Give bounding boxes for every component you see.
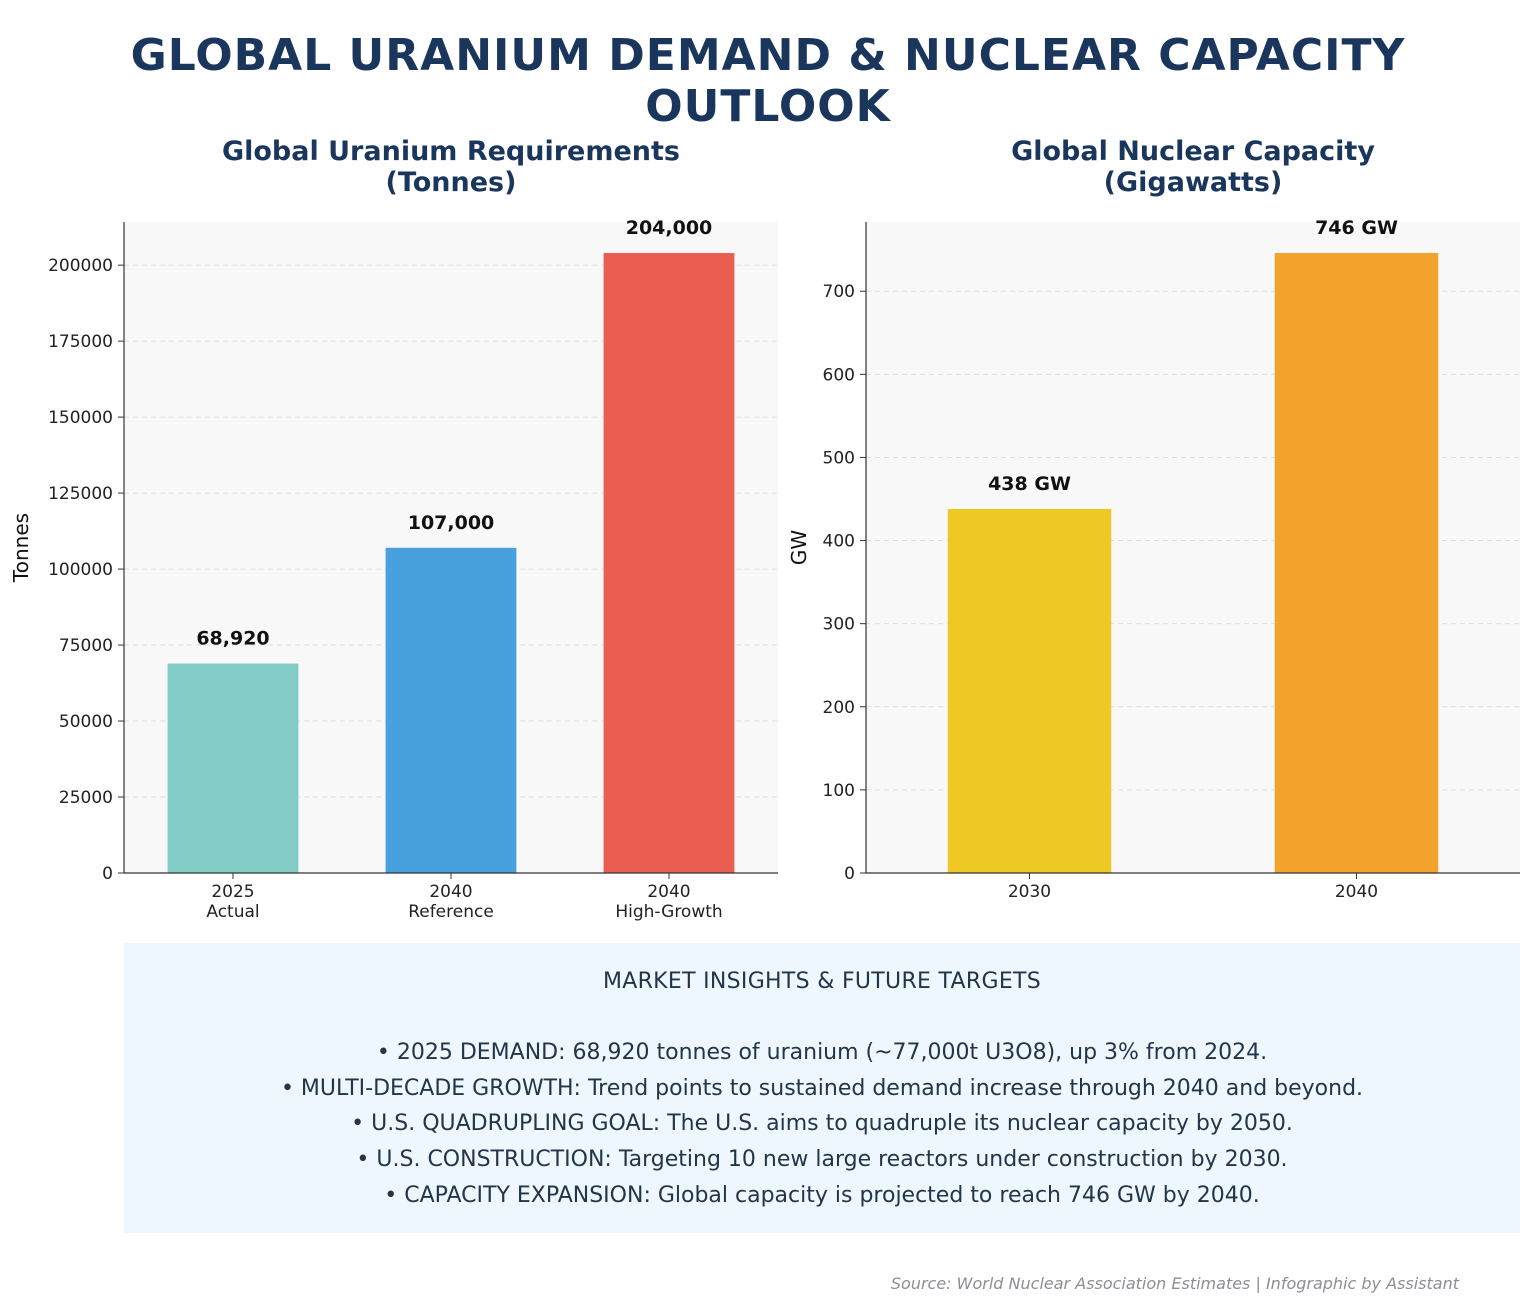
capacity-y-tick-label: 400 bbox=[823, 532, 855, 552]
capacity-y-tick-label: 500 bbox=[823, 448, 855, 468]
uranium-bar bbox=[603, 253, 735, 873]
uranium-x-tick-label: 2025 bbox=[211, 882, 254, 902]
insight-item: • U.S. QUADRUPLING GOAL: The U.S. aims t… bbox=[351, 1111, 1293, 1137]
insight-item: • CAPACITY EXPANSION: Global capacity is… bbox=[384, 1182, 1260, 1208]
capacity-bar bbox=[1274, 253, 1439, 873]
uranium-x-tick-label: 2040 bbox=[429, 882, 472, 902]
uranium-y-tick-label: 200000 bbox=[48, 256, 113, 276]
capacity-data-label: 438 GW bbox=[988, 473, 1071, 495]
uranium-y-tick-label: 0 bbox=[102, 864, 113, 884]
capacity-y-tick-label: 100 bbox=[823, 781, 855, 801]
source-note: Source: World Nuclear Association Estima… bbox=[890, 1274, 1459, 1293]
capacity-y-tick-label: 0 bbox=[844, 864, 855, 884]
capacity-x-tick-label: 2030 bbox=[1008, 882, 1051, 902]
uranium-y-axis-label: Tonnes bbox=[9, 513, 33, 583]
insight-item: • MULTI-DECADE GROWTH: Trend points to s… bbox=[280, 1075, 1364, 1101]
capacity-bar bbox=[947, 508, 1112, 873]
uranium-x-tick-label: High-Growth bbox=[615, 902, 722, 922]
insights-panel: MARKET INSIGHTS & FUTURE TARGETS • 2025 … bbox=[124, 943, 1520, 1233]
insight-item: • 2025 DEMAND: 68,920 tonnes of uranium … bbox=[376, 1040, 1268, 1065]
capacity-y-tick-label: 600 bbox=[823, 365, 855, 385]
capacity-y-tick-label: 300 bbox=[823, 615, 855, 635]
capacity-y-tick-label: 200 bbox=[823, 698, 855, 718]
uranium-y-tick-label: 125000 bbox=[48, 484, 113, 504]
uranium-y-tick-label: 100000 bbox=[48, 560, 113, 580]
uranium-y-tick-label: 25000 bbox=[59, 788, 113, 808]
capacity-y-tick-label: 700 bbox=[823, 282, 855, 302]
uranium-bar bbox=[167, 663, 299, 873]
uranium-x-tick-label: Actual bbox=[206, 902, 259, 922]
uranium-y-tick-label: 50000 bbox=[59, 712, 113, 732]
uranium-bar bbox=[385, 547, 517, 873]
uranium-data-label: 68,920 bbox=[196, 628, 269, 650]
uranium-chart-title: Global Uranium Requirements (Tonnes) bbox=[221, 136, 681, 198]
capacity-y-axis-label: GW bbox=[787, 530, 811, 565]
insights-heading: MARKET INSIGHTS & FUTURE TARGETS bbox=[602, 969, 1042, 994]
insight-item: • U.S. CONSTRUCTION: Targeting 10 new la… bbox=[356, 1147, 1288, 1173]
insights-list: • 2025 DEMAND: 68,920 tonnes of uranium … bbox=[124, 1035, 1520, 1214]
uranium-y-tick-label: 150000 bbox=[48, 408, 113, 428]
charts-canvas: 0 25000 50000 75000 100000 125000 150000 175000… bbox=[9, 217, 1520, 922]
page-title: GLOBAL URANIUM DEMAND & NUCLEAR CAPACITY… bbox=[130, 30, 1406, 132]
uranium-data-label: 204,000 bbox=[626, 217, 713, 239]
capacity-chart-title: Global Nuclear Capacity (Gigawatts) bbox=[1011, 136, 1375, 198]
uranium-x-tick-label: Reference bbox=[408, 902, 494, 922]
uranium-data-label: 107,000 bbox=[408, 512, 495, 534]
capacity-data-label: 746 GW bbox=[1315, 217, 1398, 239]
capacity-x-tick-label: 2040 bbox=[1335, 882, 1378, 902]
uranium-y-tick-label: 175000 bbox=[48, 332, 113, 352]
uranium-y-tick-label: 75000 bbox=[59, 636, 113, 656]
uranium-x-tick-label: 2040 bbox=[647, 882, 690, 902]
